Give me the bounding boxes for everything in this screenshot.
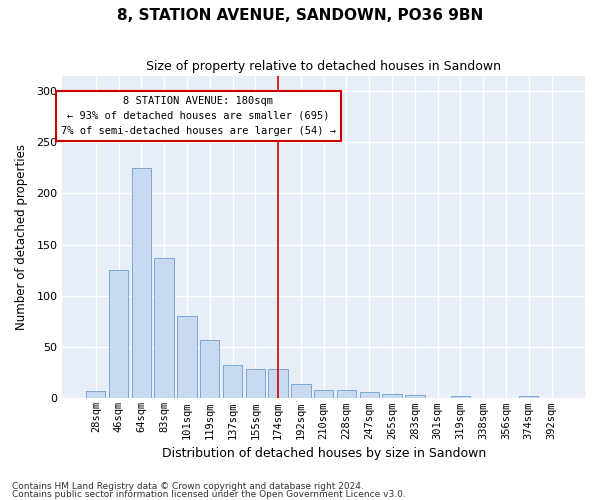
Bar: [314, 390, 334, 398]
Bar: [519, 396, 538, 398]
Text: 8 STATION AVENUE: 180sqm
← 93% of detached houses are smaller (695)
7% of semi-d: 8 STATION AVENUE: 180sqm ← 93% of detach…: [61, 96, 336, 136]
Bar: [131, 168, 151, 398]
Bar: [200, 340, 220, 398]
Bar: [86, 391, 106, 398]
Bar: [291, 384, 311, 398]
Bar: [337, 390, 356, 398]
Bar: [245, 368, 265, 398]
Y-axis label: Number of detached properties: Number of detached properties: [15, 144, 28, 330]
Text: 8, STATION AVENUE, SANDOWN, PO36 9BN: 8, STATION AVENUE, SANDOWN, PO36 9BN: [117, 8, 483, 22]
Bar: [223, 364, 242, 398]
Title: Size of property relative to detached houses in Sandown: Size of property relative to detached ho…: [146, 60, 501, 73]
Bar: [177, 316, 197, 398]
Bar: [109, 270, 128, 398]
X-axis label: Distribution of detached houses by size in Sandown: Distribution of detached houses by size …: [161, 447, 486, 460]
Bar: [382, 394, 402, 398]
Bar: [405, 396, 425, 398]
Bar: [268, 368, 288, 398]
Bar: [359, 392, 379, 398]
Text: Contains HM Land Registry data © Crown copyright and database right 2024.: Contains HM Land Registry data © Crown c…: [12, 482, 364, 491]
Bar: [451, 396, 470, 398]
Bar: [154, 258, 174, 398]
Text: Contains public sector information licensed under the Open Government Licence v3: Contains public sector information licen…: [12, 490, 406, 499]
